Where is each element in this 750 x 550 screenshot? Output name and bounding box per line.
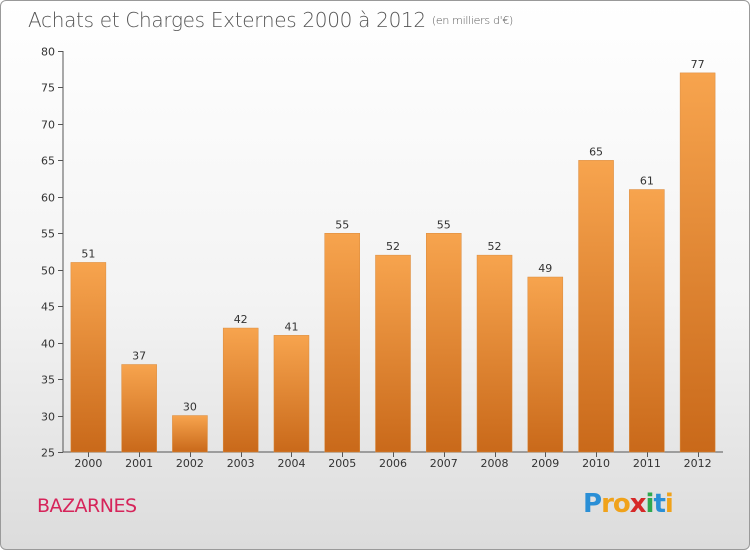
x-tick-label: 2000 xyxy=(74,457,102,470)
chart-title-text: Achats et Charges Externes 2000 à 2012 xyxy=(28,8,426,32)
y-tick-label: 40 xyxy=(41,338,55,351)
chart-bars xyxy=(70,72,716,453)
logo-letter: i xyxy=(664,489,674,519)
bar xyxy=(375,254,411,453)
bar-value-label: 30 xyxy=(183,401,197,414)
bar-value-label: 49 xyxy=(538,262,552,275)
bar xyxy=(70,262,107,453)
chart-axes: 25 30 35 40 45 50 55 60 65 70 75 80 2000 2001 2002 2003… xyxy=(41,46,723,470)
x-tick-label: 2004 xyxy=(277,457,305,470)
bar xyxy=(476,254,513,453)
y-tick-label: 50 xyxy=(41,265,55,278)
x-tick-label: 2001 xyxy=(125,457,153,470)
bar xyxy=(222,327,259,453)
bar-value-label: 61 xyxy=(640,175,654,188)
logo-letter: t xyxy=(653,489,665,519)
y-tick-label: 60 xyxy=(41,192,55,205)
bar xyxy=(629,189,665,453)
bar-value-label: 55 xyxy=(437,218,451,231)
chart-title: Achats et Charges Externes 2000 à 2012 (e… xyxy=(28,8,513,32)
logo-letter: o xyxy=(612,489,631,519)
logo-letter: P xyxy=(583,489,602,519)
chart-subtitle: (en milliers d'€) xyxy=(431,14,514,27)
bar xyxy=(527,276,564,453)
logo-letter: i xyxy=(645,489,655,519)
y-tick-label: 75 xyxy=(41,82,55,95)
x-tick-label: 2010 xyxy=(582,457,610,470)
bar xyxy=(172,415,208,453)
bar-value-label: 51 xyxy=(81,247,95,260)
bar xyxy=(324,233,360,453)
place-name: BAZARNES xyxy=(37,495,137,517)
bar xyxy=(426,233,462,453)
bar-value-label: 52 xyxy=(386,240,400,253)
x-tick-label: 2009 xyxy=(531,457,559,470)
x-tick-label: 2002 xyxy=(176,457,204,470)
bar-value-label: 55 xyxy=(335,218,349,231)
bar xyxy=(578,160,614,453)
y-tick-label: 45 xyxy=(41,301,55,314)
logo-letter: r xyxy=(601,489,614,519)
x-tick-label: 2005 xyxy=(328,457,356,470)
y-tick-label: 80 xyxy=(41,46,55,59)
chart-data-labels: 51 37 30 42 41 55 52 55 52 49 65 61 77 xyxy=(81,58,704,414)
bar-value-label: 65 xyxy=(589,145,603,158)
x-tick-label: 2008 xyxy=(481,457,509,470)
bar xyxy=(121,364,157,453)
bar-value-label: 77 xyxy=(691,58,705,71)
proxiti-logo: Proxiti xyxy=(583,489,674,519)
bar-value-label: 42 xyxy=(234,313,248,326)
x-tick-label: 2003 xyxy=(227,457,255,470)
y-tick-label: 70 xyxy=(41,119,55,132)
bar xyxy=(273,335,310,453)
bar-value-label: 41 xyxy=(284,320,298,333)
y-tick-label: 55 xyxy=(41,228,55,241)
x-tick-label: 2007 xyxy=(430,457,458,470)
y-tick-label: 65 xyxy=(41,155,55,168)
x-tick-label: 2006 xyxy=(379,457,407,470)
y-tick-label: 25 xyxy=(41,447,55,460)
logo-letter: x xyxy=(629,489,647,519)
x-tick-label: 2011 xyxy=(633,457,661,470)
bar xyxy=(679,72,716,453)
bar-value-label: 52 xyxy=(488,240,502,253)
y-tick-label: 35 xyxy=(41,374,55,387)
y-tick-label: 30 xyxy=(41,411,55,424)
bar-value-label: 37 xyxy=(132,350,146,363)
x-tick-label: 2012 xyxy=(684,457,712,470)
